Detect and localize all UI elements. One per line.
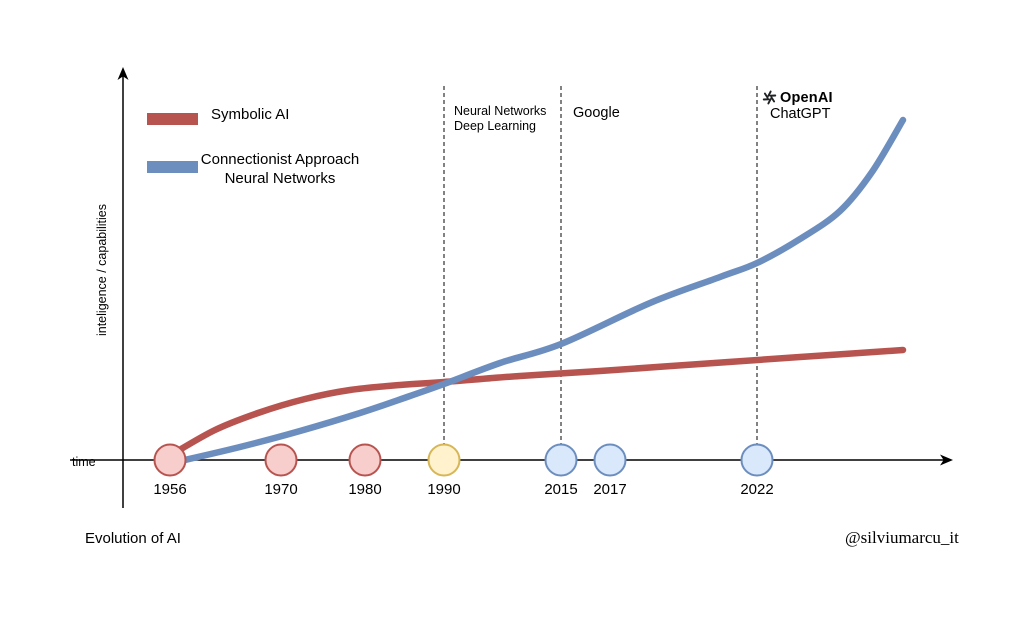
year-label-1980: 1980 [348,481,382,498]
annotation-line1: Neural Networks [454,104,547,118]
milestone-circle-2022 [740,443,774,477]
annotation-google: Google [573,105,620,121]
milestone-circle-2015 [544,443,578,477]
axes-layer [70,67,953,508]
openai-logo-icon [761,89,778,106]
curve-connectionist-neural-networks [172,116,907,466]
year-label-1956: 1956 [153,481,187,498]
chart-title: Evolution of AI [85,530,181,547]
legend-label-connectionist-line1: Connectionist Approach [200,151,360,168]
legend-label-symbolic-ai: Symbolic AI [211,106,290,123]
annotation-neural-networks-deep-learning: Neural Networks Deep Learning [454,104,546,134]
year-label-2017: 2017 [593,481,627,498]
annotation-openai-brand: OpenAI [780,89,833,106]
milestone-markers-layer [153,443,774,477]
milestone-circle-1956 [153,443,187,477]
annotation-chatgpt: ChatGPT [770,106,831,122]
y-axis-arrow-icon [117,67,129,80]
legend-label-connectionist-line2: Neural Networks [224,170,336,187]
year-label-2022: 2022 [740,481,774,498]
milestone-circle-1970 [264,443,298,477]
legend-swatch-connectionist [147,161,198,173]
y-axis-label: inteligence / capabilities [95,203,109,337]
watermark: @silviumarcu_it [845,528,959,547]
x-axis-label: time [72,455,96,469]
annotation-openai-chatgpt: OpenAI ChatGPT [761,89,833,122]
dashed-lines-layer [443,86,758,444]
year-label-2015: 2015 [544,481,578,498]
x-axis-arrow-icon [940,454,953,466]
legend-swatch-symbolic-ai [147,113,198,125]
milestone-circle-1990 [427,443,461,477]
year-label-1990: 1990 [427,481,461,498]
curves-layer [167,116,907,466]
legend-label-connectionist: Connectionist Approach Neural Networks [195,150,365,188]
milestone-circle-1980 [348,443,382,477]
milestone-circle-2017 [593,443,627,477]
year-label-1970: 1970 [264,481,298,498]
annotation-line2: Deep Learning [454,119,537,133]
